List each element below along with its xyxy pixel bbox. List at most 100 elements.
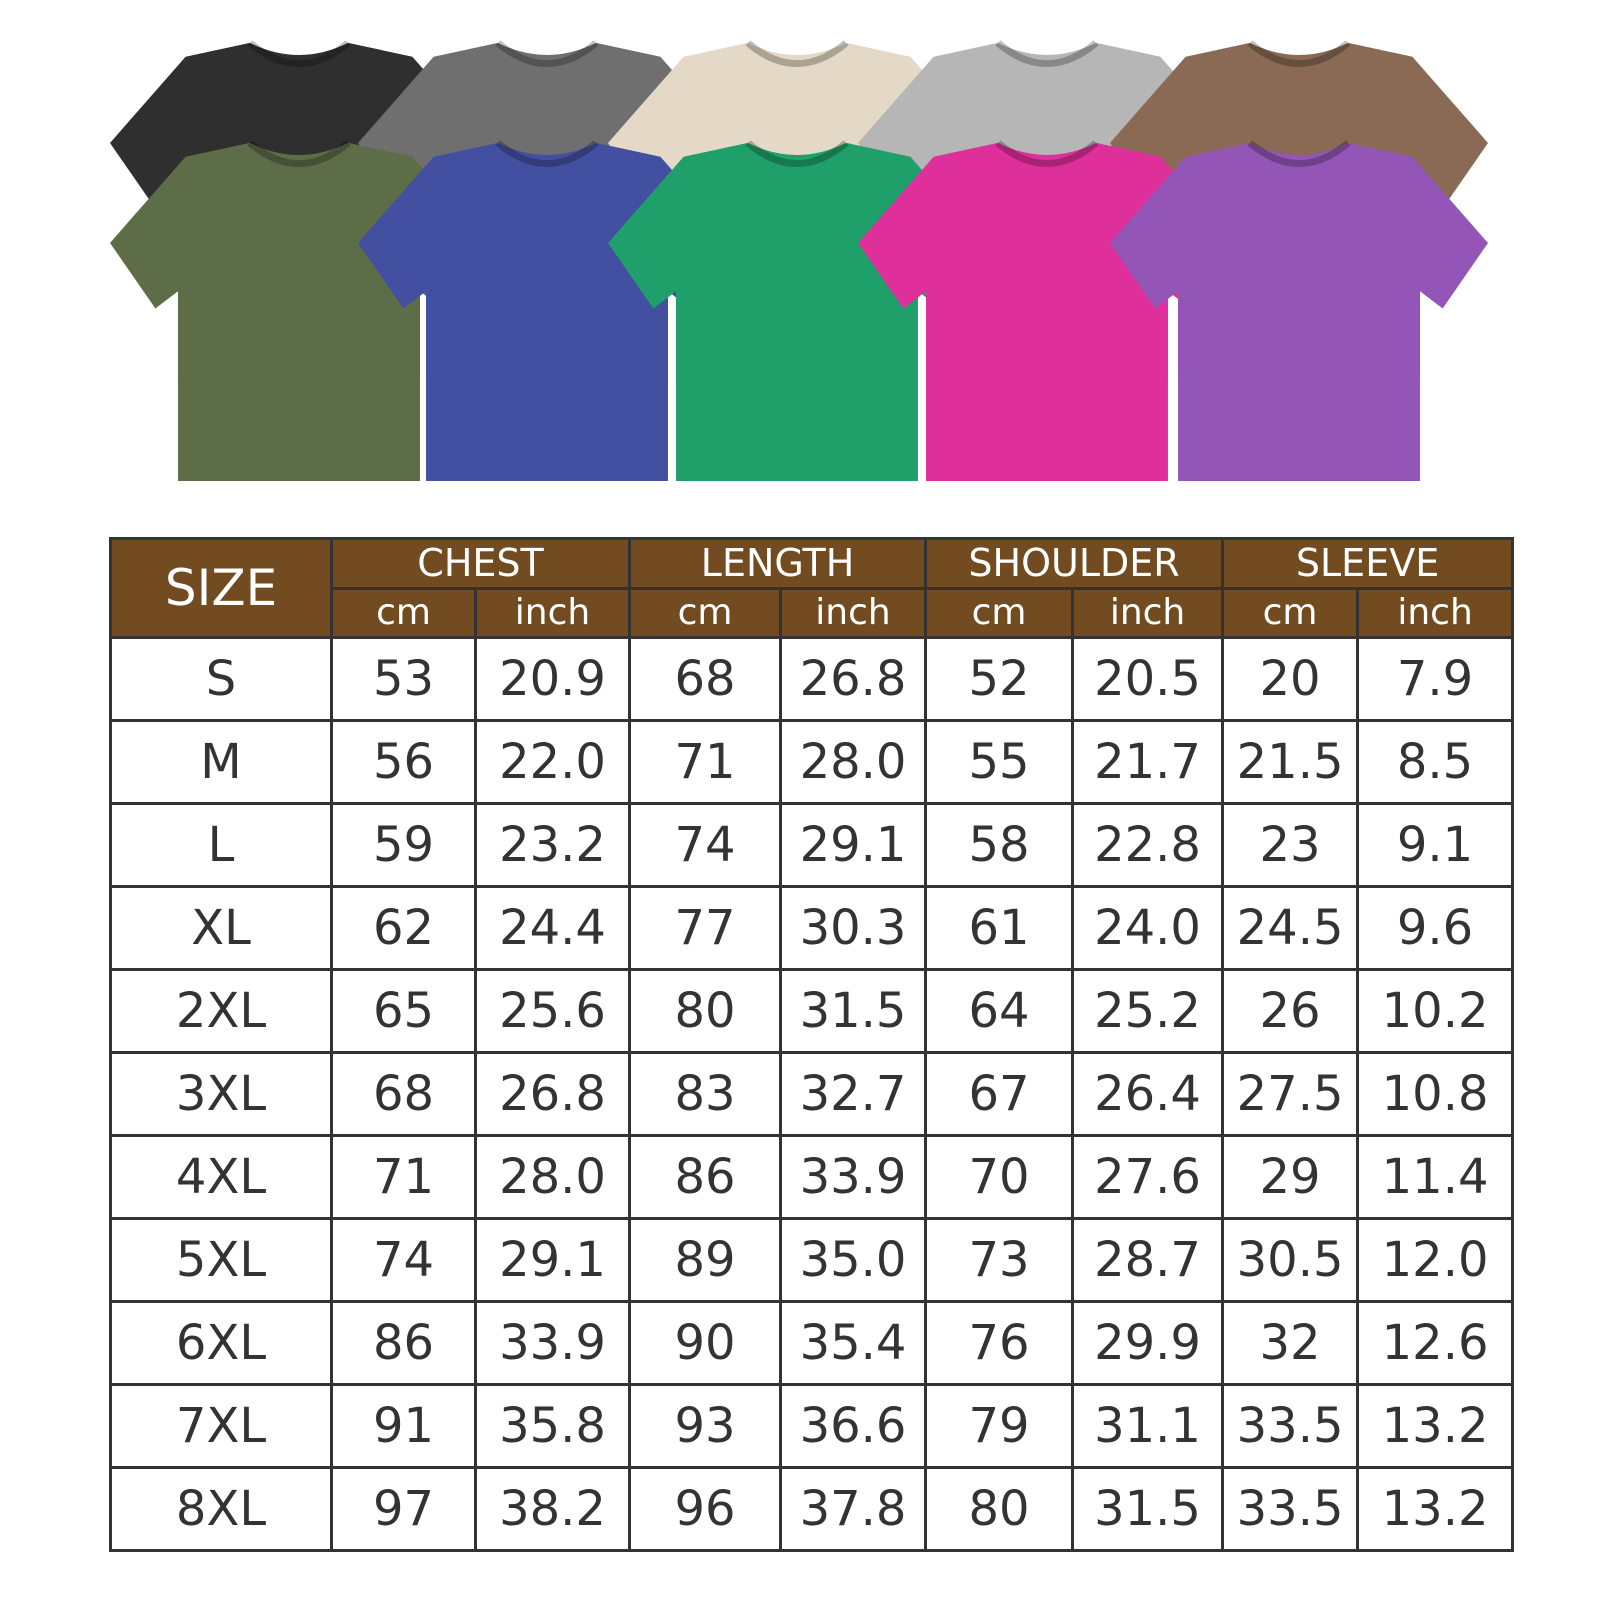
table-row: 8XL 97 38.2 96 37.8 80 31.5 33.5 13.2 bbox=[109, 1466, 1515, 1552]
sleeve-cm-cell: 33.5 bbox=[1221, 1466, 1360, 1552]
shoulder-cm-cell: 76 bbox=[924, 1300, 1075, 1386]
table-row: 2XL 65 25.6 80 31.5 64 25.2 26 10.2 bbox=[109, 968, 1515, 1054]
length-cm-cell: 68 bbox=[628, 636, 783, 722]
length-cm-cell: 86 bbox=[628, 1134, 783, 1220]
sleeve-cm-cell: 23 bbox=[1221, 802, 1360, 888]
sleeve-inch-cell: 9.1 bbox=[1356, 802, 1515, 888]
chest-cm-cell: 56 bbox=[330, 719, 477, 805]
sleeve-cm-cell: 27.5 bbox=[1221, 1051, 1360, 1137]
chest-cm-cell: 68 bbox=[330, 1051, 477, 1137]
shoulder-cm-cell: 55 bbox=[924, 719, 1075, 805]
tshirt-collar bbox=[1247, 40, 1351, 67]
tshirt-color-swatches bbox=[110, 40, 1488, 481]
chest-cm-cell: 97 bbox=[330, 1466, 477, 1552]
tshirt-collar bbox=[247, 140, 351, 167]
tshirt-collar bbox=[995, 140, 1099, 167]
chest-cm-cell: 86 bbox=[330, 1300, 477, 1386]
length-cm-cell: 71 bbox=[628, 719, 783, 805]
chest-cm-cell: 59 bbox=[330, 802, 477, 888]
length-cm-cell: 80 bbox=[628, 968, 783, 1054]
table-row: 6XL 86 33.9 90 35.4 76 29.9 32 12.6 bbox=[109, 1300, 1515, 1386]
tshirt-collar bbox=[1247, 140, 1351, 167]
chest-inch-cell: 33.9 bbox=[473, 1300, 632, 1386]
shoulder-cm-cell: 73 bbox=[924, 1217, 1075, 1303]
chest-inch-cell: 29.1 bbox=[473, 1217, 632, 1303]
length-inch-cell: 36.6 bbox=[779, 1383, 928, 1469]
chest-inch-cell: 26.8 bbox=[473, 1051, 632, 1137]
shoulder-cm-cell: 79 bbox=[924, 1383, 1075, 1469]
length-inch-cell: 35.4 bbox=[779, 1300, 928, 1386]
shoulder-inch-cell: 29.9 bbox=[1071, 1300, 1225, 1386]
length-inch-cell: 31.5 bbox=[779, 968, 928, 1054]
sleeve-header: SLEEVE bbox=[1221, 537, 1515, 590]
table-row: 5XL 74 29.1 89 35.0 73 28.7 30.5 12.0 bbox=[109, 1217, 1515, 1303]
shoulder-inch-cell: 22.8 bbox=[1071, 802, 1225, 888]
chest-inch-cell: 20.9 bbox=[473, 636, 632, 722]
sleeve-cm-header: cm bbox=[1221, 586, 1359, 639]
chest-cm-cell: 65 bbox=[330, 968, 477, 1054]
size-cell: 2XL bbox=[109, 968, 333, 1054]
sleeve-inch-cell: 10.8 bbox=[1356, 1051, 1515, 1137]
table-row: 4XL 71 28.0 86 33.9 70 27.6 29 11.4 bbox=[109, 1134, 1515, 1220]
sleeve-inch-cell: 12.6 bbox=[1356, 1300, 1515, 1386]
sleeve-inch-cell: 10.2 bbox=[1356, 968, 1515, 1054]
chest-cm-cell: 71 bbox=[330, 1134, 477, 1220]
shoulder-inch-cell: 25.2 bbox=[1071, 968, 1225, 1054]
length-inch-cell: 32.7 bbox=[779, 1051, 928, 1137]
shoulder-inch-cell: 31.1 bbox=[1071, 1383, 1225, 1469]
size-cell: M bbox=[109, 719, 333, 805]
shoulder-cm-cell: 67 bbox=[924, 1051, 1075, 1137]
sleeve-inch-cell: 8.5 bbox=[1356, 719, 1515, 805]
sleeve-cm-cell: 29 bbox=[1221, 1134, 1360, 1220]
chest-cm-cell: 62 bbox=[330, 885, 477, 971]
tshirt-collar bbox=[745, 40, 849, 67]
chest-inch-cell: 22.0 bbox=[473, 719, 632, 805]
shoulder-inch-header: inch bbox=[1071, 586, 1225, 639]
chest-cm-header: cm bbox=[330, 586, 477, 639]
size-cell: 6XL bbox=[109, 1300, 333, 1386]
shoulder-header: SHOULDER bbox=[924, 537, 1225, 590]
sleeve-inch-cell: 9.6 bbox=[1356, 885, 1515, 971]
sleeve-inch-cell: 13.2 bbox=[1356, 1466, 1515, 1552]
sleeve-inch-cell: 13.2 bbox=[1356, 1383, 1515, 1469]
shoulder-inch-cell: 26.4 bbox=[1071, 1051, 1225, 1137]
shoulder-cm-cell: 70 bbox=[924, 1134, 1075, 1220]
tshirt-body bbox=[1110, 142, 1488, 481]
tshirt-collar bbox=[995, 40, 1099, 67]
sleeve-inch-cell: 7.9 bbox=[1356, 636, 1515, 722]
chest-inch-cell: 28.0 bbox=[473, 1134, 632, 1220]
table-row: 3XL 68 26.8 83 32.7 67 26.4 27.5 10.8 bbox=[109, 1051, 1515, 1137]
length-cm-cell: 83 bbox=[628, 1051, 783, 1137]
shoulder-inch-cell: 31.5 bbox=[1071, 1466, 1225, 1552]
shoulder-inch-cell: 21.7 bbox=[1071, 719, 1225, 805]
size-cell: 7XL bbox=[109, 1383, 333, 1469]
sleeve-inch-header: inch bbox=[1356, 586, 1515, 639]
sleeve-inch-cell: 12.0 bbox=[1356, 1217, 1515, 1303]
length-cm-cell: 90 bbox=[628, 1300, 783, 1386]
chest-inch-cell: 23.2 bbox=[473, 802, 632, 888]
table-row: 7XL 91 35.8 93 36.6 79 31.1 33.5 13.2 bbox=[109, 1383, 1515, 1469]
length-cm-cell: 96 bbox=[628, 1466, 783, 1552]
shoulder-cm-cell: 80 bbox=[924, 1466, 1075, 1552]
size-cell: 3XL bbox=[109, 1051, 333, 1137]
chest-inch-cell: 38.2 bbox=[473, 1466, 632, 1552]
chest-header: CHEST bbox=[329, 537, 632, 590]
shoulder-inch-cell: 20.5 bbox=[1071, 636, 1225, 722]
table-row: M 56 22.0 71 28.0 55 21.7 21.5 8.5 bbox=[109, 719, 1515, 805]
sleeve-cm-cell: 21.5 bbox=[1221, 719, 1360, 805]
length-inch-cell: 28.0 bbox=[779, 719, 928, 805]
table-row: S 53 20.9 68 26.8 52 20.5 20 7.9 bbox=[109, 636, 1515, 722]
shoulder-inch-cell: 28.7 bbox=[1071, 1217, 1225, 1303]
length-inch-cell: 30.3 bbox=[779, 885, 928, 971]
sleeve-cm-cell: 20 bbox=[1221, 636, 1360, 722]
size-cell: XL bbox=[109, 885, 333, 971]
shoulder-inch-cell: 24.0 bbox=[1071, 885, 1225, 971]
length-cm-header: cm bbox=[628, 586, 782, 639]
sleeve-cm-cell: 30.5 bbox=[1221, 1217, 1360, 1303]
size-cell: L bbox=[109, 802, 333, 888]
chest-cm-cell: 53 bbox=[330, 636, 477, 722]
shoulder-cm-cell: 61 bbox=[924, 885, 1075, 971]
size-cell: 4XL bbox=[109, 1134, 333, 1220]
chest-inch-cell: 35.8 bbox=[473, 1383, 632, 1469]
length-inch-cell: 29.1 bbox=[779, 802, 928, 888]
